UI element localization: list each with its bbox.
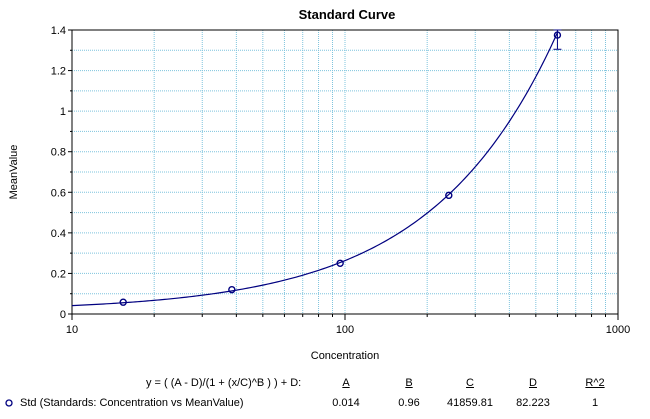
y-tick-label: 0.2 [51, 268, 66, 280]
x-tick-label: 1000 [606, 324, 630, 336]
chart-title: Standard Curve [299, 7, 396, 22]
data-point [119, 298, 127, 306]
y-axis-label: MeanValue [8, 145, 20, 200]
y-tick-label: 0.8 [51, 147, 66, 159]
y-tick-label: 0.6 [51, 187, 66, 199]
grid [72, 30, 618, 314]
y-tick-label: 0.4 [51, 228, 66, 240]
data-points [119, 29, 562, 306]
y-tick-label: 0 [60, 309, 66, 321]
legend-marker-icon [5, 399, 13, 407]
x-tick-label: 10 [66, 324, 78, 336]
y-tick-label: 1 [60, 106, 66, 118]
y-tick-label: 1.4 [51, 25, 66, 37]
y-tick-label: 1.2 [51, 66, 66, 78]
data-point [553, 31, 562, 39]
fit-curve [71, 32, 558, 307]
data-point [336, 259, 344, 267]
data-point [445, 191, 453, 200]
x-axis-label: Concentration [311, 350, 380, 362]
x-tick-label: 100 [336, 324, 354, 336]
data-point [228, 285, 236, 294]
axis-ticks: 0 0.2 0.4 0.6 0.8 1 1.2 1.4 10 100 1000 [51, 25, 631, 336]
